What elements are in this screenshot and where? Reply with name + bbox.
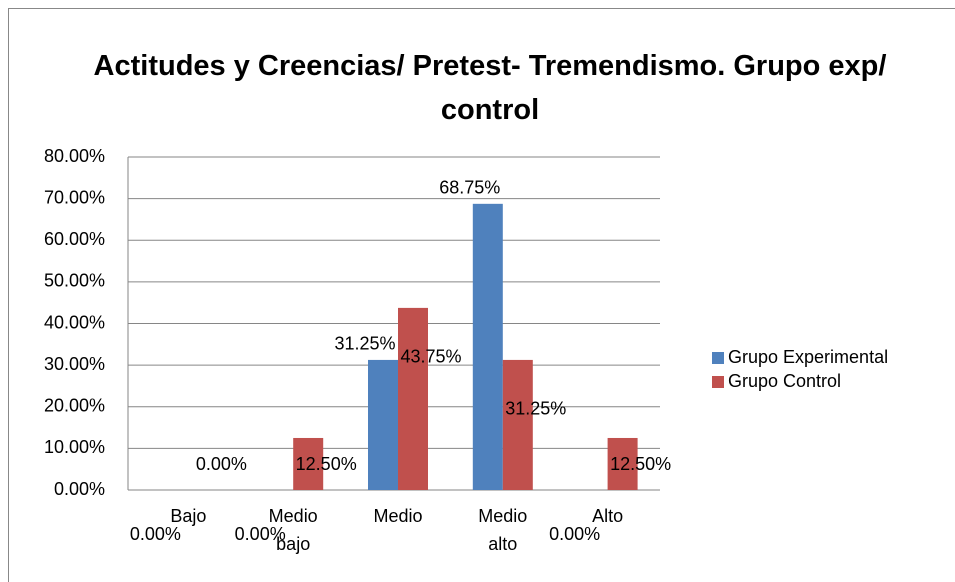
- data-label: 0.00%: [235, 524, 286, 544]
- y-tick-label: 0.00%: [54, 479, 105, 499]
- data-label: 12.50%: [610, 454, 671, 474]
- y-tick-label: 70.00%: [44, 187, 105, 207]
- data-label: 68.75%: [439, 178, 500, 198]
- y-tick-label: 30.00%: [44, 354, 105, 374]
- x-tick-label: Medio: [373, 506, 423, 526]
- legend-label: Grupo Experimental: [728, 347, 888, 367]
- data-label: 0.00%: [130, 524, 181, 544]
- bar: [472, 203, 503, 490]
- data-label: 12.50%: [296, 454, 357, 474]
- data-label: 31.25%: [334, 334, 395, 354]
- y-tick-label: 60.00%: [44, 229, 105, 249]
- frame: [8, 8, 955, 582]
- chart-title: Actitudes y Creencias/ Pretest- Tremendi…: [93, 50, 887, 126]
- bar: [398, 307, 428, 490]
- x-tick-label: Alto: [592, 506, 624, 526]
- y-tick-label: 80.00%: [44, 146, 105, 166]
- bar: [368, 359, 398, 490]
- bar: [607, 437, 638, 490]
- bar: [502, 359, 533, 490]
- y-tick-label: 40.00%: [44, 312, 105, 332]
- data-label: 0.00%: [549, 524, 600, 544]
- bar: [293, 437, 324, 490]
- x-tick-label: Medio bajo: [268, 506, 318, 554]
- y-tick-label: 50.00%: [44, 271, 105, 291]
- data-label: 31.25%: [505, 399, 566, 419]
- x-tick-label: Bajo: [170, 506, 207, 526]
- x-tick-label: Medio alto: [478, 506, 528, 554]
- legend-swatch: [712, 352, 724, 364]
- legend-label: Grupo Control: [728, 371, 841, 391]
- y-tick-label: 10.00%: [44, 437, 105, 457]
- y-tick-label: 20.00%: [44, 396, 105, 416]
- legend-swatch: [712, 376, 724, 388]
- data-label: 43.75%: [400, 347, 461, 367]
- data-label: 0.00%: [196, 454, 247, 474]
